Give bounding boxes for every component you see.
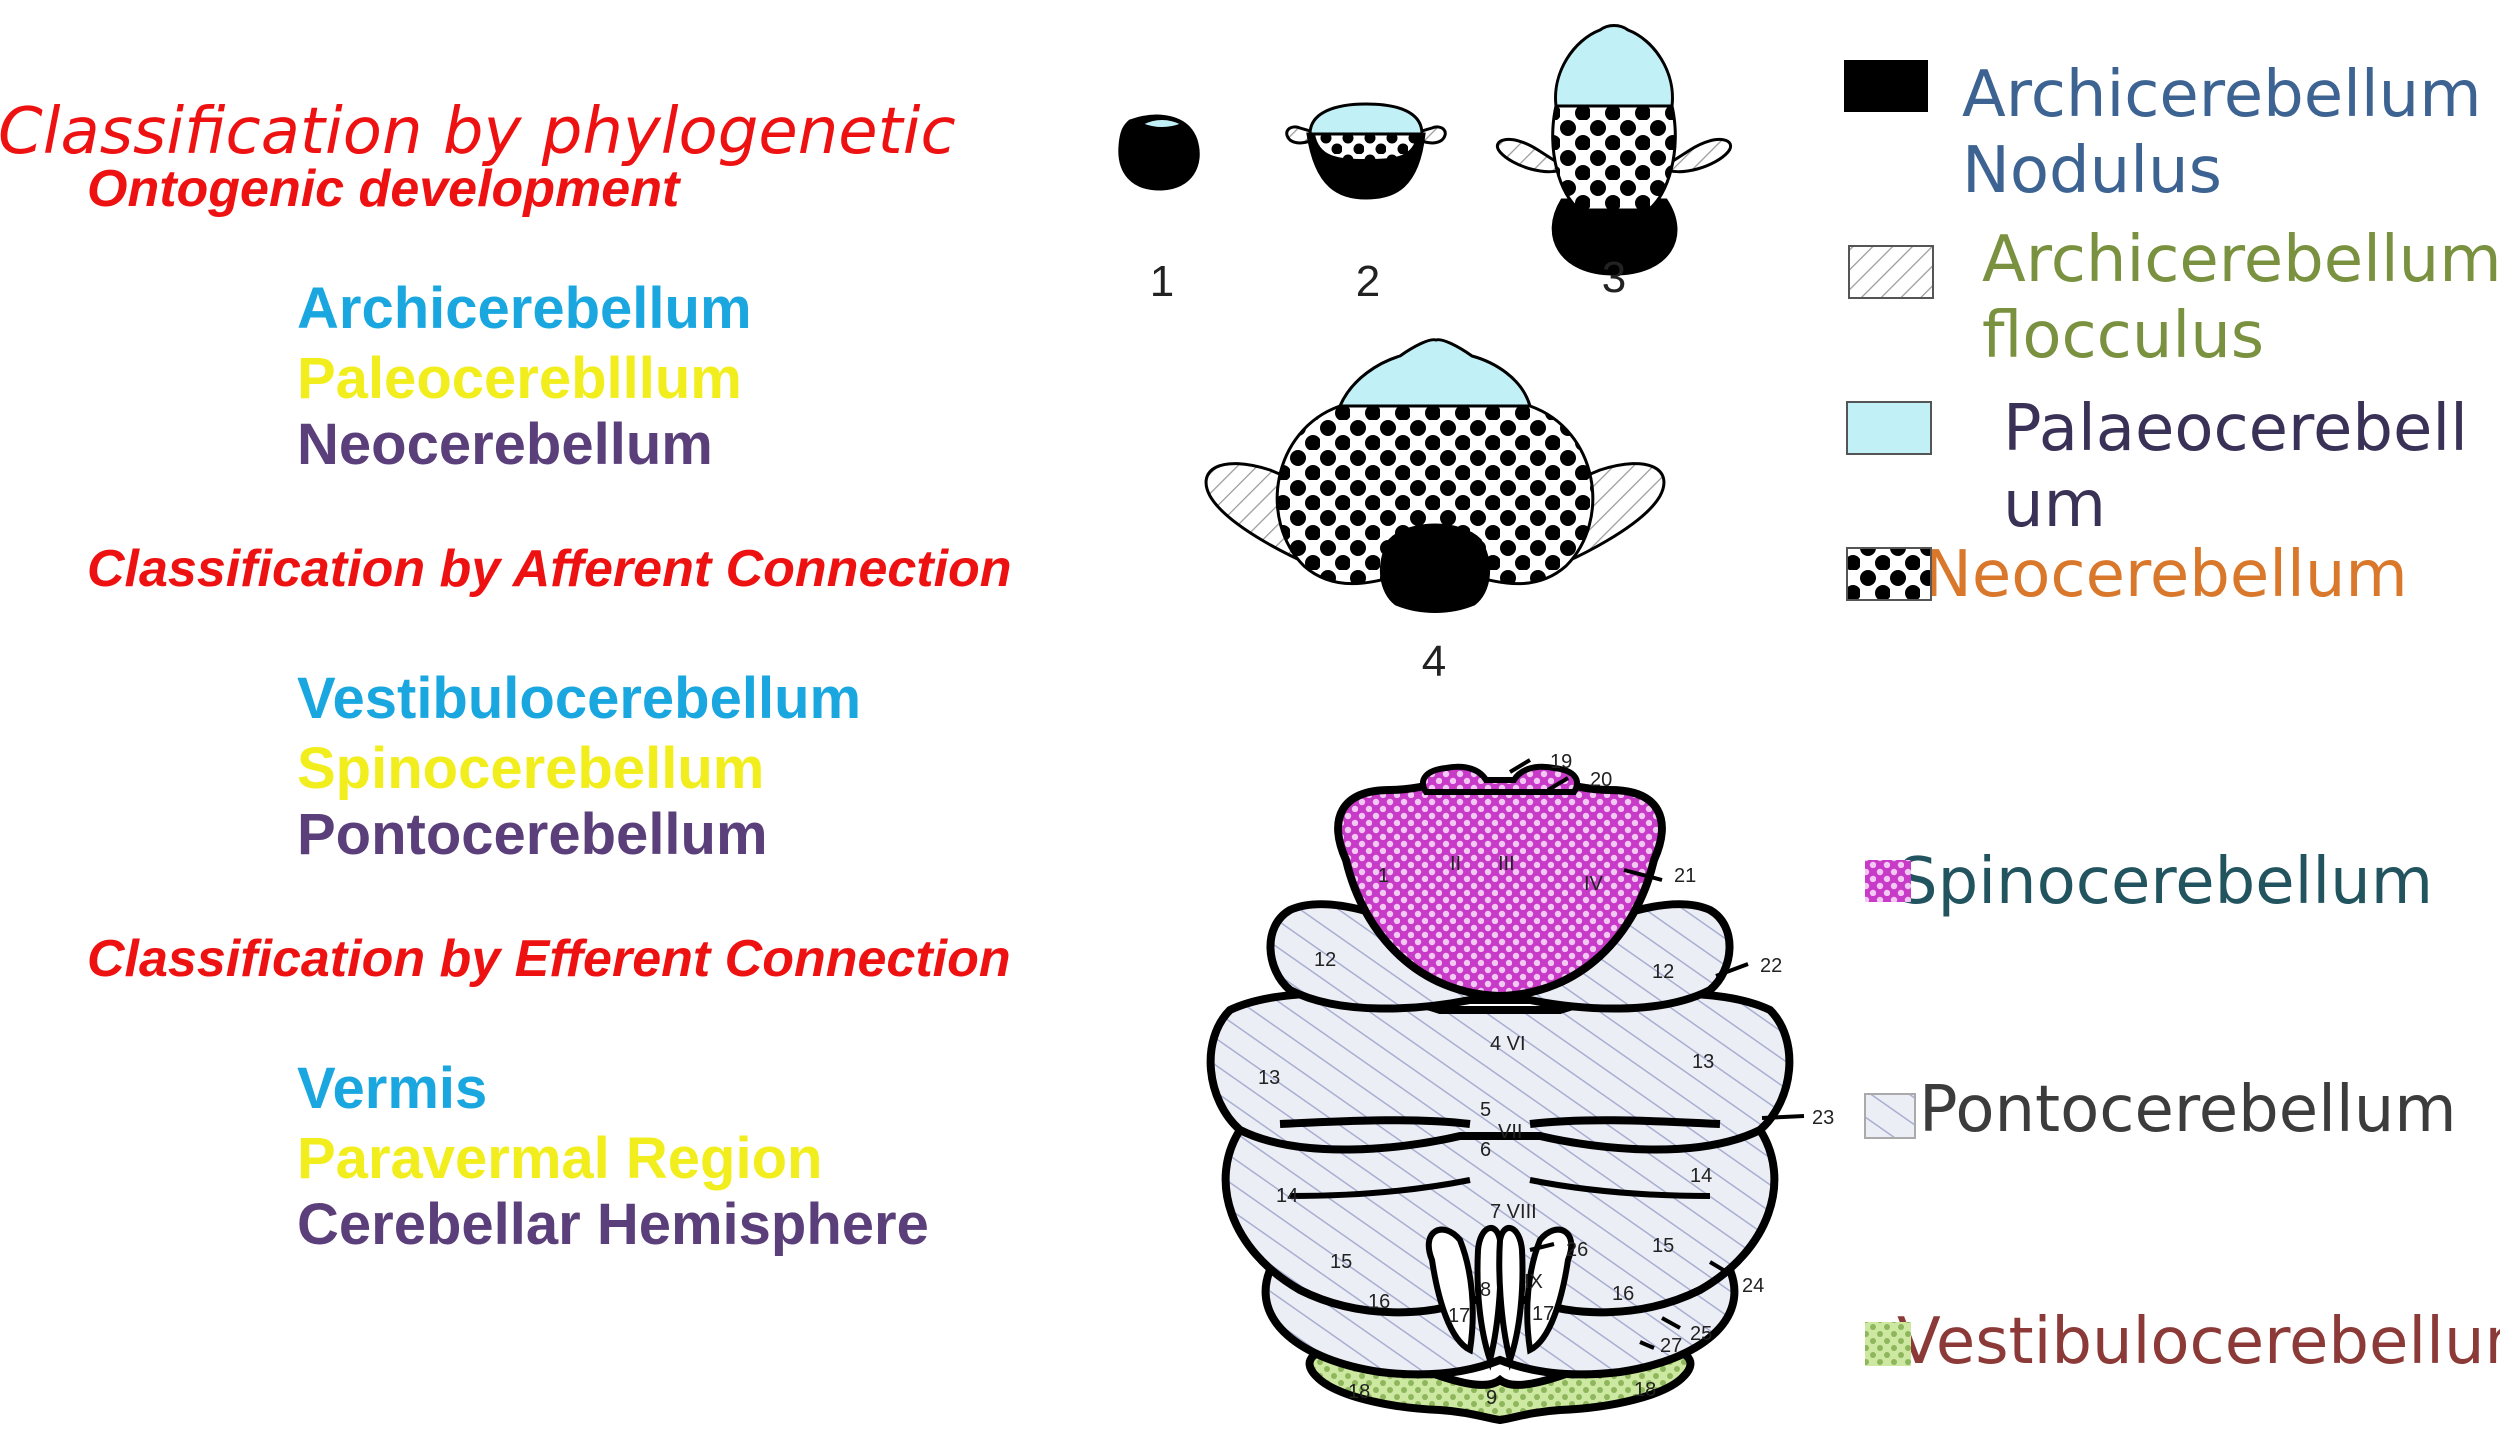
lobule-number: IX bbox=[1524, 1271, 1543, 1293]
legend-swatch-magenta-dots bbox=[1865, 860, 1911, 902]
item-spinocerebellum: Spinocerebellum bbox=[297, 736, 765, 801]
lobule-number: 13 bbox=[1258, 1067, 1280, 1089]
item-pontocerebellum: Pontocerebellum bbox=[297, 802, 768, 867]
lobule-number: 13 bbox=[1692, 1051, 1714, 1073]
lobule-number: 1 bbox=[1378, 865, 1389, 887]
lobule-number: 19 bbox=[1550, 751, 1572, 773]
legend-palaeocerebellum-label: Palaeocerebell um bbox=[2003, 392, 2468, 543]
legend-line: Archicerebellum bbox=[1962, 58, 2482, 132]
lobule-number: 21 bbox=[1674, 865, 1696, 887]
stage-number-4: 4 bbox=[1422, 637, 1446, 686]
legend-line: Nodulus bbox=[1962, 133, 2222, 208]
lobule-number: 27 bbox=[1660, 1335, 1682, 1357]
lobule-number: 8 bbox=[1480, 1279, 1491, 1301]
item-paleocerebellum: Paleocereblllum bbox=[297, 346, 742, 411]
legend-line: Palaeocerebell bbox=[2003, 392, 2468, 466]
item-neocerebellum: Neocerebellum bbox=[297, 412, 713, 477]
lobule-number: 17 bbox=[1448, 1305, 1470, 1327]
stage-1-cerebellum bbox=[1118, 114, 1200, 191]
legend-spinocerebellum-label: Spinocerebellum bbox=[1897, 845, 2434, 919]
lobule-number: 18 bbox=[1634, 1379, 1656, 1401]
legend-line: Neocerebellum bbox=[1924, 538, 2408, 612]
lobule-number: 14 bbox=[1276, 1185, 1298, 1207]
lobule-number: IV bbox=[1584, 873, 1604, 895]
legend-line: Archicerebellum bbox=[1982, 223, 2500, 297]
legend-line: um bbox=[2003, 467, 2106, 542]
stage-3-cerebellum bbox=[1496, 24, 1732, 276]
item-vermis: Vermis bbox=[297, 1056, 488, 1121]
lobule-number: 12 bbox=[1652, 961, 1674, 983]
lobule-number: 20 bbox=[1590, 769, 1612, 791]
lobule-number: 16 bbox=[1368, 1291, 1390, 1313]
stage-2-cerebellum bbox=[1285, 102, 1447, 200]
stage-number-2: 2 bbox=[1356, 257, 1380, 306]
stage-number-3: 3 bbox=[1602, 253, 1626, 302]
lobule-number: 5 bbox=[1480, 1099, 1491, 1121]
lobule-number: VII bbox=[1498, 1121, 1522, 1143]
title-phylogenetic: Classification by phylogenetic bbox=[0, 95, 956, 169]
item-cerebellar-hemisphere: Cerebellar Hemisphere bbox=[297, 1192, 929, 1257]
lobule-number: II bbox=[1450, 853, 1461, 875]
lobule-number: 25 bbox=[1690, 1323, 1712, 1345]
legend-archicerebellum-nodulus-label: Archicerebellum Nodulus bbox=[1962, 58, 2482, 209]
legend-swatch-lavender-hatch bbox=[1864, 1093, 1916, 1139]
lobule-number: 15 bbox=[1330, 1251, 1352, 1273]
legend-archicerebellum-flocculus-label: Archicerebellum flocculus bbox=[1982, 223, 2500, 374]
lobule-number: 14 bbox=[1690, 1165, 1712, 1187]
stage-4-cerebellum bbox=[1204, 338, 1666, 613]
lobule-number: 6 bbox=[1480, 1139, 1491, 1161]
lobule-number: 17 bbox=[1532, 1303, 1554, 1325]
lobule-number: III bbox=[1498, 853, 1515, 875]
lobule-numbers: 1920212223242526271213141516171812131415… bbox=[1258, 751, 1834, 1409]
legend-swatch-hatched bbox=[1848, 245, 1934, 299]
lobule-number: 24 bbox=[1742, 1275, 1764, 1297]
item-paravermal-region: Paravermal Region bbox=[297, 1126, 823, 1191]
lobule-number: 9 bbox=[1486, 1387, 1497, 1409]
legend-swatch-light-cyan bbox=[1846, 401, 1932, 455]
legend-swatch-solid-black bbox=[1844, 60, 1928, 112]
legend-line: flocculus bbox=[1982, 298, 2265, 373]
legend-neocerebellum-label: Neocerebellum bbox=[1924, 538, 2408, 614]
subtitle-ontogenic: Ontogenic development bbox=[87, 160, 680, 218]
lobule-number: 4 VI bbox=[1490, 1033, 1526, 1055]
legend-swatch-green-dots bbox=[1865, 1322, 1911, 1366]
lobule-diagram bbox=[1206, 758, 1805, 1425]
lobule-number: 18 bbox=[1348, 1381, 1370, 1403]
stage-number-1: 1 bbox=[1150, 257, 1174, 306]
legend-pontocerebellum-label: Pontocerebellum bbox=[1919, 1073, 2457, 1147]
header-afferent: Classification by Afferent Connection bbox=[87, 540, 1012, 598]
lobule-number: 26 bbox=[1566, 1239, 1588, 1261]
legend-vestibulocerebellum-label: Vestibulocerebellum bbox=[1897, 1305, 2500, 1379]
lobule-number: 16 bbox=[1612, 1283, 1634, 1305]
item-vestibulocerebellum: Vestibulocerebellum bbox=[297, 666, 862, 731]
lobule-number: 15 bbox=[1652, 1235, 1674, 1257]
lobule-number: 7 VIII bbox=[1490, 1201, 1537, 1223]
lobule-number: 12 bbox=[1314, 949, 1336, 971]
legend-swatch-black-dots bbox=[1846, 547, 1932, 601]
lobule-number: 22 bbox=[1760, 955, 1782, 977]
header-efferent: Classification by Efferent Connection bbox=[87, 930, 1011, 988]
item-archicerebellum: Archicerebellum bbox=[297, 276, 752, 341]
lobule-number: 23 bbox=[1812, 1107, 1834, 1129]
